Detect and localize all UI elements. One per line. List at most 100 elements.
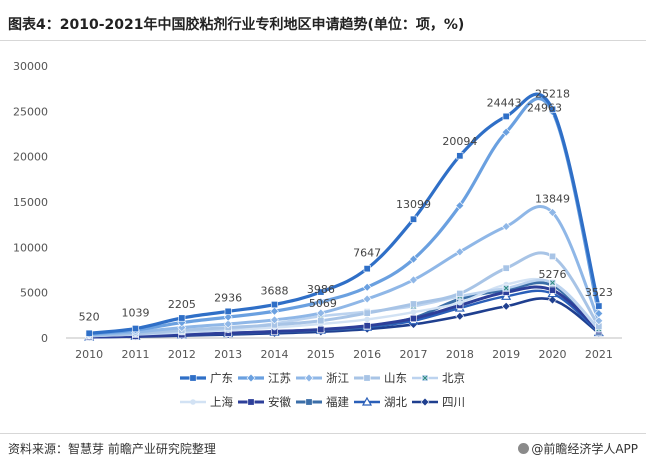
- data-point-cross: [503, 285, 509, 291]
- legend-label: 江苏: [268, 371, 291, 385]
- data-point: [409, 215, 417, 223]
- series-浙江: [84, 205, 604, 340]
- legend-label: 福建: [326, 395, 349, 409]
- data-label: 25218: [535, 87, 570, 100]
- data-point: [501, 301, 511, 311]
- data-point: [270, 315, 279, 325]
- series-line: [87, 285, 601, 339]
- legend-label: 四川: [442, 395, 465, 409]
- data-label: 520: [79, 310, 100, 323]
- y-tick-label: 15000: [13, 196, 48, 209]
- data-point: [223, 319, 233, 329]
- data-point: [455, 311, 465, 321]
- data-point: [363, 265, 371, 273]
- title-divider: [0, 40, 646, 41]
- data-point: [270, 301, 278, 309]
- source-note: 资料来源：智慧芽 前瞻产业研究院整理: [8, 442, 216, 456]
- legend-item-山东: 山东: [354, 371, 407, 385]
- data-point: [363, 322, 371, 330]
- legend-label: 浙江: [326, 371, 349, 385]
- legend-swatch-marker: [305, 398, 313, 406]
- data-point: [317, 288, 325, 296]
- data-point: [456, 152, 464, 160]
- x-tick-label: 2012: [168, 348, 196, 361]
- data-point: [501, 127, 511, 137]
- data-point: [270, 306, 279, 316]
- legend-label: 北京: [442, 371, 465, 385]
- x-tick-label: 2010: [75, 348, 103, 361]
- data-point-cross: [550, 280, 555, 286]
- x-tick-label: 2021: [585, 348, 613, 361]
- x-tick-label: 2011: [122, 348, 150, 361]
- data-point: [409, 275, 418, 285]
- x-tick-label: 2017: [400, 348, 428, 361]
- data-point: [362, 294, 372, 304]
- legend-item-福建: 福建: [296, 395, 349, 409]
- legend-item-浙江: 浙江: [296, 371, 349, 385]
- data-point: [502, 264, 510, 272]
- data-point: [223, 312, 233, 322]
- data-point: [409, 300, 417, 308]
- data-point: [178, 314, 186, 322]
- data-point: [132, 325, 140, 333]
- data-point: [594, 316, 604, 326]
- data-point: [363, 309, 371, 317]
- data-label: 24963: [527, 102, 562, 115]
- data-point: [457, 299, 463, 306]
- data-point: [548, 286, 556, 294]
- data-point: [409, 254, 418, 264]
- data-point: [177, 323, 187, 332]
- legend-item-广东: 广东: [180, 371, 233, 385]
- data-label: 1039: [122, 307, 150, 320]
- legend-swatch-marker-cross: [422, 375, 428, 381]
- x-tick-label: 2015: [307, 348, 335, 361]
- legend-label: 广东: [210, 371, 233, 385]
- data-point: [317, 325, 325, 333]
- footer-divider: [0, 433, 646, 434]
- data-point: [548, 295, 557, 305]
- data-point: [316, 297, 326, 307]
- x-tick-label: 2020: [539, 348, 567, 361]
- legend-swatch-marker: [246, 373, 256, 383]
- x-tick-label: 2018: [446, 348, 474, 361]
- legend-label: 山东: [384, 371, 407, 385]
- legend-item-北京: 北京: [412, 371, 465, 385]
- series-line: [87, 205, 601, 337]
- line-chart: 0 5000 10000 15000 20000 25000 30000 2010 2011 20…: [13, 60, 622, 409]
- data-label: 3523: [585, 286, 613, 299]
- data-label: 2936: [214, 291, 242, 304]
- legend-swatch-marker: [247, 398, 255, 406]
- data-point: [456, 290, 464, 298]
- legend-swatch-marker: [189, 374, 197, 382]
- legend-swatch-marker: [420, 397, 430, 407]
- data-point: [548, 105, 556, 113]
- data-point: [224, 307, 232, 315]
- data-point: [502, 112, 510, 120]
- data-point: [410, 309, 417, 315]
- data-point: [455, 247, 465, 257]
- x-tick-label: 2016: [353, 348, 381, 361]
- data-label: 2205: [168, 298, 196, 311]
- y-tick-label: 5000: [20, 287, 48, 300]
- legend-item-湖北: 湖北: [354, 395, 407, 409]
- data-point: [85, 329, 93, 337]
- legend-swatch-marker: [304, 373, 314, 383]
- data-label: 13099: [396, 198, 431, 211]
- legend-item-上海: 上海: [180, 395, 233, 409]
- y-tick-label: 30000: [13, 60, 48, 73]
- data-point: [594, 309, 604, 318]
- legend-item-四川: 四川: [412, 395, 465, 409]
- data-point: [362, 282, 372, 292]
- legend-swatch-marker: [363, 374, 371, 382]
- data-point: [548, 252, 556, 260]
- y-tick-label: 0: [41, 332, 48, 345]
- series-江苏: [84, 96, 604, 339]
- data-label: 20094: [442, 135, 477, 148]
- x-tick-label: 2013: [214, 348, 242, 361]
- data-point: [548, 208, 557, 217]
- data-point: [364, 316, 370, 323]
- legend-label: 上海: [210, 395, 233, 409]
- brand-text: @前瞻经济学人APP: [531, 442, 638, 456]
- x-tick-label: 2019: [492, 348, 520, 361]
- data-label: 24443: [487, 96, 522, 109]
